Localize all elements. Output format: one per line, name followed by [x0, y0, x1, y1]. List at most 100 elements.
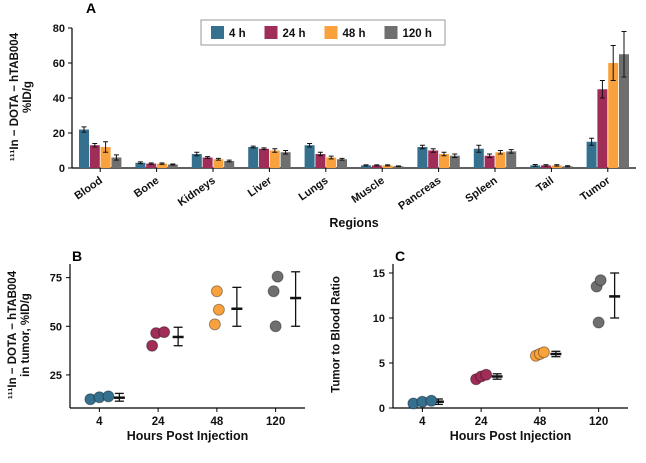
bar	[619, 54, 629, 168]
panel-b-label: B	[72, 248, 83, 264]
legend-label: 120 h	[403, 28, 432, 40]
y-tick-label: 75	[50, 273, 62, 285]
bar	[259, 148, 269, 168]
bar	[248, 147, 259, 168]
bar	[89, 145, 100, 168]
bar	[111, 157, 122, 168]
bar	[439, 154, 449, 168]
panel-b-chart: 25 50 75 4 24 48 120	[50, 264, 305, 428]
x-tick-label: Bone	[132, 175, 161, 201]
bar	[224, 161, 235, 168]
panel-b-x-axis-title: Hours Post Injection	[126, 429, 249, 443]
x-tick-label: Spleen	[463, 174, 500, 205]
panel-a-y-axis-title: ¹¹¹In − DOTA − hTAB004 %ID/g	[9, 0, 35, 197]
x-tick-label: Lungs	[297, 175, 331, 204]
bar	[417, 147, 428, 168]
x-tick-label: Kidneys	[176, 175, 218, 209]
x-tick-label: Tumor	[578, 174, 613, 203]
x-tick-label: 120	[589, 416, 608, 428]
panel-c: 0 5 10 15 4 24 48 120 C Tumor to Blood Ratio Ho…	[323, 248, 646, 463]
panel-c-y-axis-title: Tumor to Blood Ratio	[330, 276, 343, 393]
x-tick-label: 48	[210, 416, 223, 428]
panel-c-x-axis-title: Hours Post Injection	[449, 429, 572, 443]
bar	[191, 154, 202, 168]
x-tick-label: 24	[475, 416, 488, 428]
y-tick-label: 5	[379, 358, 385, 370]
x-tick-label: 4	[96, 416, 103, 428]
panel-a-ylabel-line1: ¹¹¹In − DOTA − hTAB004	[9, 32, 21, 162]
panel-a-label: A	[86, 0, 97, 16]
bar	[473, 148, 484, 168]
panel-c-label: C	[395, 248, 406, 264]
bar	[79, 129, 89, 168]
x-tick-label: 120	[266, 416, 285, 428]
panel-a-ylabel-line2: %ID/g	[22, 81, 34, 113]
legend-label: 24 h	[283, 28, 306, 40]
data-point	[102, 390, 115, 403]
y-tick-label: 10	[373, 313, 385, 325]
bar	[597, 89, 608, 168]
bar	[586, 141, 597, 168]
bar	[146, 163, 157, 168]
bar	[315, 154, 326, 168]
bar	[428, 150, 439, 168]
legend-box	[200, 19, 446, 46]
legend-swatch	[211, 26, 224, 39]
y-tick-label: 0	[59, 163, 65, 175]
bar	[495, 152, 506, 168]
legend-swatch	[324, 26, 338, 39]
x-tick-label: Blood	[73, 175, 105, 203]
bar	[157, 163, 167, 168]
panel-c-chart: 0 5 10 15 4 24 48 120	[373, 264, 628, 428]
panel-b: 25 50 75 4 24 48 120 B ¹¹¹In − DOTA − hTAB004 …	[0, 248, 323, 463]
panel-b-y-axis-title: ¹¹¹In − DOTA − hTAB004 in tumor, %ID/g	[7, 235, 33, 435]
data-point	[267, 285, 280, 298]
bar	[304, 145, 315, 168]
bar	[506, 151, 517, 168]
bar	[608, 63, 619, 168]
data-point	[480, 368, 493, 381]
x-tick-label: Muscle	[349, 175, 386, 206]
bar	[361, 165, 371, 168]
bar	[541, 165, 551, 168]
data-point	[146, 339, 159, 352]
x-tick-label: 4	[419, 416, 426, 428]
bar	[371, 165, 382, 168]
y-tick-label: 15	[373, 268, 385, 280]
data-point	[158, 326, 171, 339]
bar	[326, 157, 337, 168]
x-tick-label: Tail	[534, 175, 556, 195]
y-tick-label: 0	[379, 403, 385, 415]
data-point	[271, 270, 284, 283]
data-point	[425, 394, 438, 407]
panel-a-chart: 0 20 40 60 80 Blood Bone Kidneys Liver Lungs Muscl…	[53, 19, 636, 213]
bar	[337, 159, 347, 168]
y-tick-label: 60	[53, 58, 65, 70]
data-point	[212, 303, 225, 316]
x-tick-label: Pancreas	[396, 175, 443, 213]
y-tick-label: 25	[50, 370, 62, 382]
x-tick-label: 48	[533, 416, 546, 428]
bar	[280, 152, 291, 168]
data-point	[269, 320, 282, 333]
legend-swatch	[264, 26, 278, 39]
bar	[393, 166, 404, 168]
x-tick-label: Liver	[246, 174, 275, 199]
y-tick-label: 80	[53, 23, 65, 35]
data-point	[592, 316, 605, 329]
bar	[100, 147, 111, 168]
y-tick-label: 40	[53, 93, 65, 105]
data-point	[594, 274, 607, 287]
y-tick-label: 50	[50, 321, 62, 333]
bar	[167, 164, 178, 168]
bar	[135, 162, 146, 168]
bar	[269, 150, 280, 168]
panel-a-x-axis-title: Regions	[329, 216, 379, 230]
bar	[551, 165, 562, 168]
x-tick-label: 24	[152, 416, 165, 428]
bar	[484, 155, 495, 168]
bar	[202, 157, 213, 168]
bar	[213, 159, 224, 168]
panel-b-ylabel-line2: in tumor, %ID/g	[20, 293, 32, 377]
bar	[449, 155, 460, 168]
